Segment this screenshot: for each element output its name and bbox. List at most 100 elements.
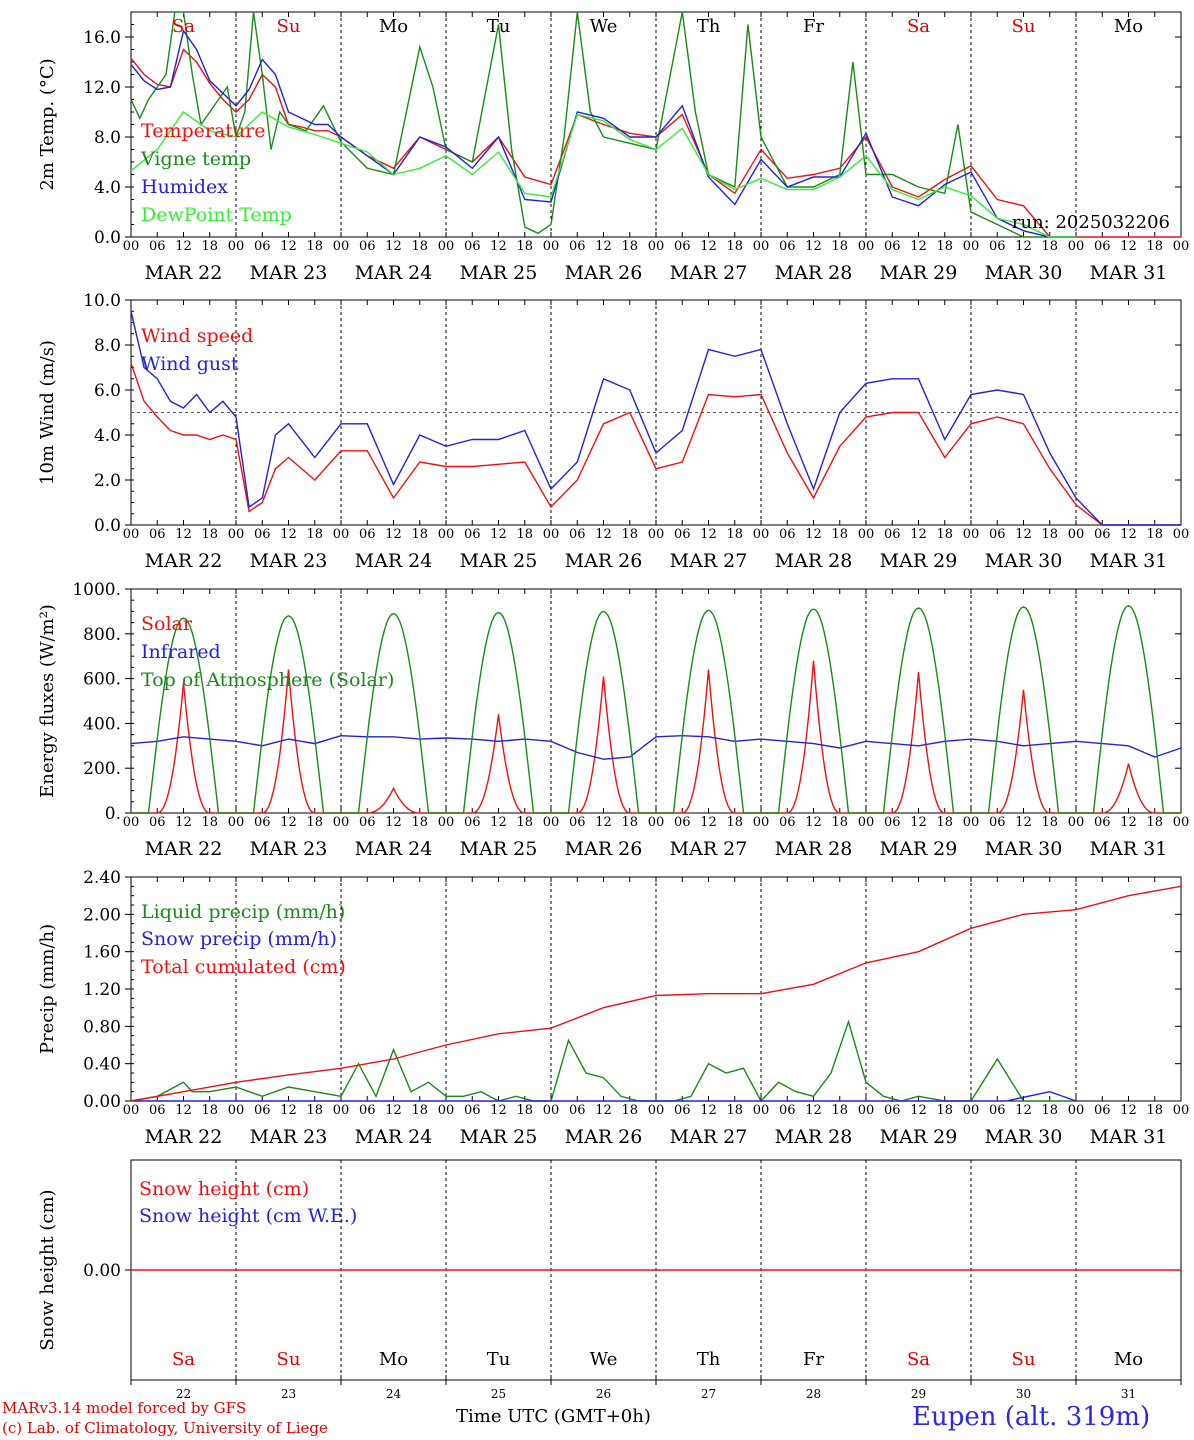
hour-tick-label: 18 — [621, 239, 638, 254]
series-snow-precip-mm-h- — [131, 1090, 1077, 1102]
hour-tick-label: 12 — [700, 239, 717, 254]
hour-tick-label: 00 — [123, 1103, 140, 1118]
weekday-label-bottom: Sa — [172, 1349, 195, 1370]
y-tick-label: 0.0 — [94, 516, 121, 536]
hour-tick-label: 18 — [1041, 239, 1058, 254]
hour-tick-label: 06 — [674, 1103, 691, 1118]
model-credit: MARv3.14 model forced by GFS — [2, 1399, 247, 1417]
hour-tick-label: 00 — [333, 527, 350, 542]
day-number-label: 23 — [281, 1387, 296, 1401]
hour-tick-label: 12 — [490, 1103, 507, 1118]
date-label: MAR 23 — [250, 262, 328, 284]
hour-tick-label: 18 — [411, 1103, 428, 1118]
hour-tick-label: 12 — [385, 1103, 402, 1118]
y-tick-label: 12.0 — [83, 78, 121, 98]
date-label: MAR 27 — [670, 1126, 748, 1148]
hour-tick-label: 18 — [201, 1103, 218, 1118]
hour-tick-label: 00 — [1173, 527, 1190, 542]
date-label: MAR 30 — [985, 1126, 1063, 1148]
hour-tick-label: 12 — [1015, 239, 1032, 254]
weekday-label-bottom: Mo — [379, 1349, 408, 1370]
hour-tick-label: 00 — [228, 239, 245, 254]
legend-entry: Snow height (cm) — [139, 1178, 309, 1200]
hour-tick-label: 00 — [753, 239, 770, 254]
day-number-label: 24 — [386, 1387, 402, 1401]
hour-tick-label: 18 — [306, 1103, 323, 1118]
hour-tick-label: 06 — [359, 527, 376, 542]
hour-tick-label: 00 — [123, 527, 140, 542]
hour-tick-label: 00 — [648, 1103, 665, 1118]
hour-tick-label: 18 — [411, 239, 428, 254]
hour-tick-label: 00 — [648, 527, 665, 542]
date-label: MAR 28 — [775, 550, 853, 572]
date-label: MAR 30 — [985, 262, 1063, 284]
hour-tick-label: 00 — [963, 815, 980, 830]
hour-tick-label: 12 — [175, 815, 192, 830]
hour-tick-label: 12 — [805, 1103, 822, 1118]
y-tick-label: 0.80 — [83, 1017, 121, 1037]
hour-tick-label: 18 — [516, 815, 533, 830]
hour-tick-label: 00 — [543, 815, 560, 830]
y-axis-label: Snow height (cm) — [37, 1189, 58, 1350]
hour-tick-label: 18 — [831, 1103, 848, 1118]
hour-tick-label: 12 — [1015, 815, 1032, 830]
hour-tick-label: 18 — [1146, 1103, 1163, 1118]
legend-entry: Humidex — [141, 176, 228, 198]
date-label: MAR 31 — [1090, 838, 1168, 860]
date-label: MAR 31 — [1090, 550, 1168, 572]
hour-tick-label: 06 — [1094, 1103, 1111, 1118]
hour-tick-label: 06 — [674, 527, 691, 542]
hour-tick-label: 12 — [805, 815, 822, 830]
hour-tick-label: 00 — [438, 815, 455, 830]
hour-tick-label: 12 — [385, 815, 402, 830]
hour-tick-label: 12 — [595, 1103, 612, 1118]
y-tick-label: 8.0 — [94, 336, 121, 356]
hour-tick-label: 12 — [1120, 815, 1137, 830]
y-tick-label: 4.0 — [94, 426, 121, 446]
hour-tick-label: 12 — [280, 815, 297, 830]
hour-tick-label: 00 — [438, 527, 455, 542]
day-number-label: 27 — [701, 1387, 716, 1401]
date-label: MAR 31 — [1090, 1126, 1168, 1148]
hour-tick-label: 12 — [595, 527, 612, 542]
date-label: MAR 29 — [880, 262, 958, 284]
hour-tick-label: 18 — [726, 527, 743, 542]
y-tick-label: 16.0 — [83, 28, 121, 48]
hour-tick-label: 06 — [464, 1103, 481, 1118]
hour-tick-label: 00 — [333, 815, 350, 830]
hour-tick-label: 00 — [858, 815, 875, 830]
weekday-label-bottom: Su — [1012, 1349, 1036, 1370]
date-label: MAR 25 — [460, 1126, 538, 1148]
hour-tick-label: 18 — [201, 527, 218, 542]
lab-credit: (c) Lab. of Climatology, University of L… — [2, 1419, 328, 1437]
hour-tick-label: 12 — [490, 527, 507, 542]
hour-tick-label: 12 — [280, 527, 297, 542]
hour-tick-label: 06 — [1094, 527, 1111, 542]
date-label: MAR 24 — [355, 838, 433, 860]
series-wind-speed — [130, 362, 1181, 526]
hour-tick-label: 00 — [438, 239, 455, 254]
weekday-label-top: We — [590, 16, 618, 37]
y-axis-label: Precip (mm/h) — [37, 924, 58, 1054]
date-label: MAR 23 — [250, 550, 328, 572]
y-tick-label: 800. — [83, 625, 121, 645]
series-wind-gust — [130, 311, 1181, 526]
hour-tick-label: 18 — [306, 527, 323, 542]
date-label: MAR 29 — [880, 838, 958, 860]
hour-tick-label: 18 — [1146, 239, 1163, 254]
hour-tick-label: 06 — [884, 815, 901, 830]
hour-tick-label: 00 — [1173, 815, 1190, 830]
hour-tick-label: 06 — [674, 815, 691, 830]
weekday-label-top: Fr — [803, 16, 824, 37]
legend-entry: Wind gust — [141, 353, 239, 375]
hour-tick-label: 18 — [1146, 527, 1163, 542]
hour-tick-label: 12 — [490, 815, 507, 830]
y-tick-label: 400. — [83, 714, 121, 734]
legend-entry: DewPoint Temp — [141, 204, 292, 226]
hour-tick-label: 06 — [359, 815, 376, 830]
hour-tick-label: 18 — [411, 527, 428, 542]
date-label: MAR 26 — [565, 838, 643, 860]
y-tick-label: 0. — [105, 804, 121, 824]
hour-tick-label: 18 — [621, 527, 638, 542]
